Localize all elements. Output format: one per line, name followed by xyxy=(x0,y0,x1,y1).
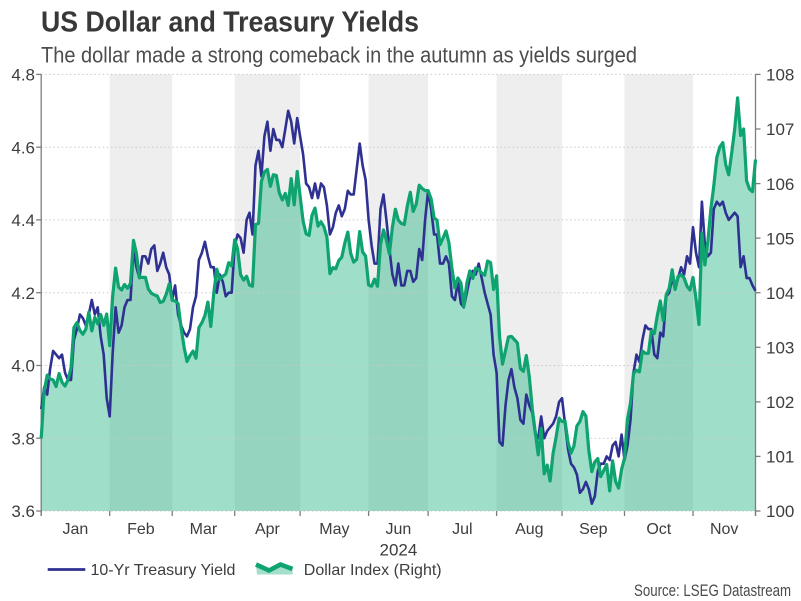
svg-text:100: 100 xyxy=(766,502,794,521)
svg-text:Sep: Sep xyxy=(579,521,608,538)
svg-text:4.0: 4.0 xyxy=(11,357,35,376)
svg-text:Mar: Mar xyxy=(190,521,218,538)
svg-text:May: May xyxy=(319,521,349,538)
svg-text:4.4: 4.4 xyxy=(11,211,35,230)
svg-text:Oct: Oct xyxy=(646,521,671,538)
svg-text:4.6: 4.6 xyxy=(11,138,35,157)
svg-text:108: 108 xyxy=(766,66,794,85)
svg-text:4.8: 4.8 xyxy=(11,66,35,85)
svg-text:104: 104 xyxy=(766,284,794,303)
svg-text:Jul: Jul xyxy=(452,521,472,538)
svg-text:103: 103 xyxy=(766,339,794,358)
svg-text:105: 105 xyxy=(766,229,794,248)
svg-text:106: 106 xyxy=(766,175,794,194)
svg-text:Aug: Aug xyxy=(515,521,543,538)
svg-text:10-Yr Treasury Yield: 10-Yr Treasury Yield xyxy=(91,562,236,579)
svg-text:Jun: Jun xyxy=(386,521,412,538)
svg-text:Dollar Index (Right): Dollar Index (Right) xyxy=(304,562,442,579)
svg-text:3.8: 3.8 xyxy=(11,429,35,448)
svg-text:3.6: 3.6 xyxy=(11,502,35,521)
svg-text:2024: 2024 xyxy=(379,541,417,560)
svg-text:Apr: Apr xyxy=(255,521,281,538)
svg-text:102: 102 xyxy=(766,393,794,412)
svg-text:US Dollar and Treasury Yields: US Dollar and Treasury Yields xyxy=(41,6,419,38)
svg-text:107: 107 xyxy=(766,120,794,139)
svg-text:Jan: Jan xyxy=(63,521,89,538)
svg-text:Feb: Feb xyxy=(127,521,155,538)
svg-text:Nov: Nov xyxy=(710,521,738,538)
svg-text:The dollar made a strong comeb: The dollar made a strong comeback in the… xyxy=(41,42,637,67)
svg-text:4.2: 4.2 xyxy=(11,284,35,303)
svg-text:101: 101 xyxy=(766,448,794,467)
svg-text:Source: LSEG Datastream: Source: LSEG Datastream xyxy=(634,582,791,600)
